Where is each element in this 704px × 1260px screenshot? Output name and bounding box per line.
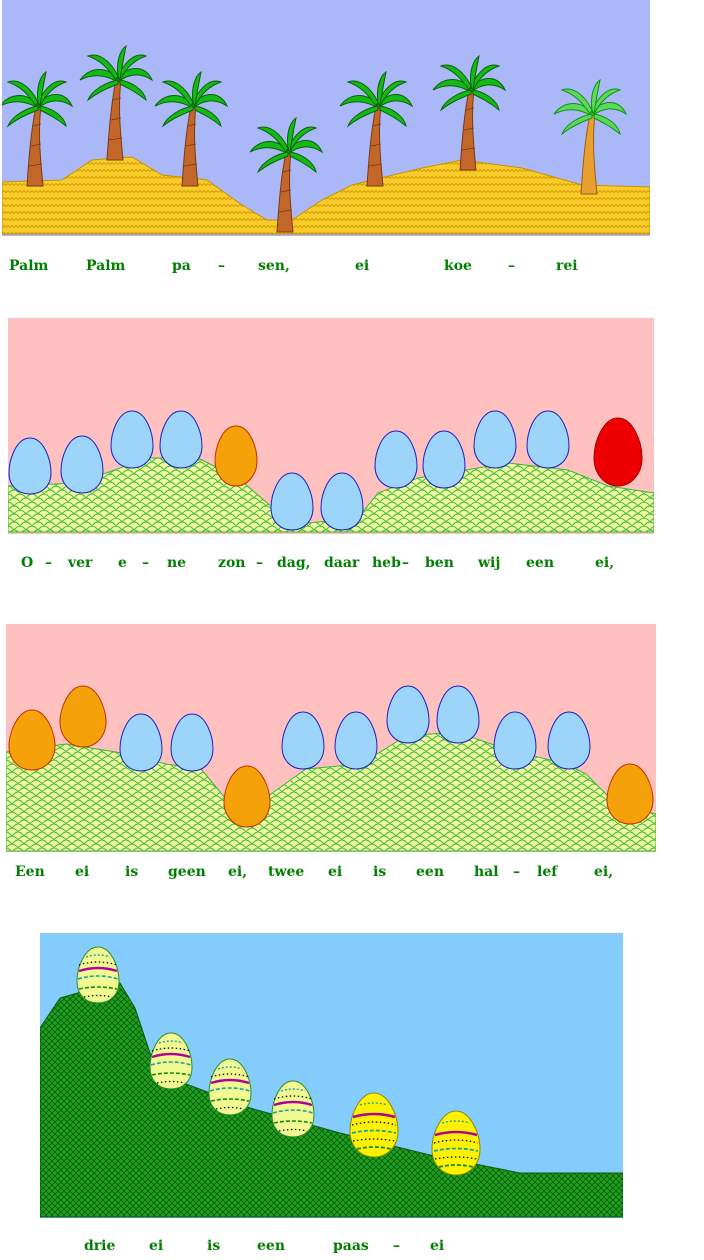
palm-scene bbox=[2, 0, 650, 236]
egg-icon bbox=[334, 711, 378, 770]
egg-icon bbox=[119, 713, 163, 772]
lyric-syllable: ei bbox=[149, 1238, 164, 1254]
egg-icon bbox=[606, 763, 654, 825]
lyric-syllable: wij bbox=[478, 555, 501, 571]
egg-icon bbox=[320, 472, 364, 531]
lyric-syllable: paas bbox=[333, 1238, 369, 1254]
lyric-syllable: – bbox=[402, 555, 409, 571]
egg-icon bbox=[170, 713, 214, 772]
lyric-syllable: – bbox=[513, 864, 520, 880]
lyric-line-1: Palm Palm pa – sen, ei koe – rei bbox=[0, 258, 704, 280]
lyric-syllable: is bbox=[207, 1238, 221, 1254]
lyric-syllable: – bbox=[508, 258, 515, 274]
lyric-syllable: ei, bbox=[595, 555, 615, 571]
egg-icon bbox=[8, 437, 52, 495]
lyric-syllable: pa bbox=[172, 258, 191, 274]
lyric-syllable: ne bbox=[167, 555, 187, 571]
egg-icon bbox=[493, 711, 537, 770]
egg-scene-1 bbox=[8, 318, 654, 534]
lyric-syllable: hal bbox=[474, 864, 499, 880]
lyric-syllable: O bbox=[21, 555, 34, 571]
egg-icon bbox=[60, 435, 104, 494]
lyric-syllable: Palm bbox=[9, 258, 49, 274]
lyric-syllable: is bbox=[125, 864, 139, 880]
lyric-line-2: O – ver e – ne zon – dag, daar heb – ben… bbox=[0, 555, 704, 577]
lyric-syllable: ei bbox=[355, 258, 370, 274]
lyric-syllable: rei bbox=[556, 258, 578, 274]
lyric-syllable: – bbox=[218, 258, 225, 274]
lyric-syllable: een bbox=[416, 864, 444, 880]
egg-icon bbox=[386, 685, 430, 744]
egg-icon bbox=[159, 410, 203, 469]
lyric-syllable: een bbox=[257, 1238, 285, 1254]
egg-icon bbox=[270, 472, 314, 531]
lyric-syllable: ei bbox=[430, 1238, 445, 1254]
lyric-syllable: daar bbox=[324, 555, 360, 571]
lyric-line-3: Een ei is geen ei, twee ei is een hal – … bbox=[0, 864, 704, 886]
lyric-syllable: e bbox=[118, 555, 127, 571]
egg-icon bbox=[526, 410, 570, 469]
egg-icon bbox=[593, 417, 643, 487]
lyric-syllable: koe bbox=[444, 258, 472, 274]
egg-icon bbox=[422, 430, 466, 489]
egg-icon bbox=[8, 709, 56, 771]
egg-icon bbox=[374, 430, 418, 489]
lyric-syllable: ver bbox=[68, 555, 93, 571]
lyric-syllable: sen, bbox=[258, 258, 290, 274]
easter-egg-scene bbox=[40, 933, 623, 1218]
lyric-syllable: – bbox=[393, 1238, 400, 1254]
lyric-syllable: ei bbox=[328, 864, 343, 880]
egg-scene-2 bbox=[6, 624, 656, 852]
lyric-syllable: twee bbox=[268, 864, 305, 880]
egg-icon bbox=[223, 765, 271, 828]
lyric-syllable: drie bbox=[84, 1238, 116, 1254]
egg-icon bbox=[110, 410, 154, 469]
lyric-syllable: Palm bbox=[86, 258, 126, 274]
lyric-syllable: dag, bbox=[277, 555, 311, 571]
egg-icon bbox=[473, 410, 517, 469]
lyric-syllable: een bbox=[526, 555, 554, 571]
lyric-syllable: – bbox=[45, 555, 52, 571]
egg-icon bbox=[281, 711, 325, 770]
lyric-syllable: is bbox=[373, 864, 387, 880]
lyric-syllable: – bbox=[256, 555, 263, 571]
lyric-syllable: – bbox=[142, 555, 149, 571]
egg-icon bbox=[436, 685, 480, 744]
egg-icon bbox=[547, 711, 591, 770]
lyric-line-4: drie ei is een paas – ei bbox=[0, 1238, 704, 1260]
egg-icon bbox=[214, 425, 258, 487]
lyric-syllable: ei, bbox=[228, 864, 248, 880]
lyric-syllable: ei, bbox=[594, 864, 614, 880]
lyric-syllable: heb bbox=[372, 555, 401, 571]
lyric-syllable: geen bbox=[168, 864, 206, 880]
egg-icon bbox=[59, 685, 107, 748]
lyric-syllable: Een bbox=[15, 864, 45, 880]
sand-dunes bbox=[2, 156, 650, 235]
lyric-syllable: ei bbox=[75, 864, 90, 880]
lyric-syllable: ben bbox=[425, 555, 454, 571]
lyric-syllable: zon bbox=[218, 555, 246, 571]
lyric-syllable: lef bbox=[537, 864, 558, 880]
